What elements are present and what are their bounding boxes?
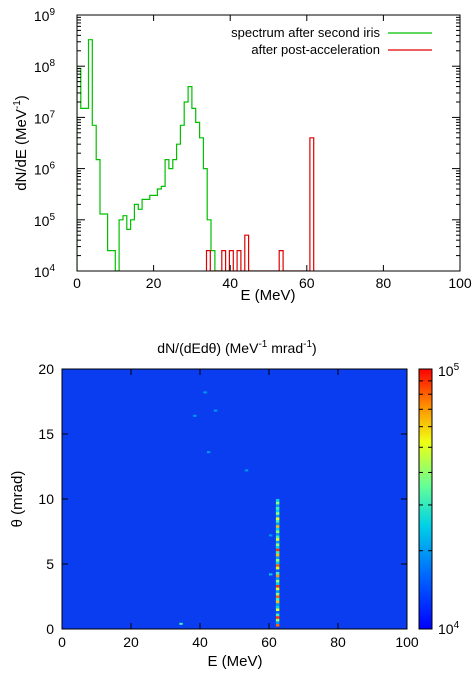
heatmap-column-cell [275, 548, 280, 552]
heatmap-x-tick-label: 40 [192, 634, 208, 650]
y-tick-label: 104 [34, 263, 56, 280]
heatmap-column-cell [275, 584, 280, 588]
spectrum-y-axis-label: dN/dE (MeV-1) [12, 95, 30, 191]
heatmap-column-cell [275, 506, 280, 510]
heatmap-column-cell [275, 616, 280, 619]
heatmap-column-cell [275, 530, 280, 533]
heatmap-column-cell [275, 579, 280, 583]
heatmap-x-axis-label: E (MeV) [207, 653, 262, 670]
x-tick-label: 100 [448, 275, 472, 291]
x-tick-label: 60 [299, 275, 315, 291]
heatmap-column-cell [275, 610, 280, 614]
heatmap-column-cell [275, 597, 280, 601]
heatmap-y-tick-label: 5 [46, 556, 54, 572]
heatmap-y-tick-label: 0 [46, 621, 54, 637]
heatmap-column-cell [275, 564, 280, 567]
heatmap-column-cell [275, 501, 280, 505]
heatmap-cell [193, 414, 197, 417]
colorbar-min-label: 104 [438, 620, 460, 637]
x-tick-label: 80 [376, 275, 392, 291]
heatmap-column-cell [275, 623, 280, 627]
heatmap-column-cell [275, 519, 280, 523]
heatmap-column-cell [275, 613, 280, 617]
heatmap-column-cell [275, 608, 280, 611]
heatmap-column-cell [275, 517, 280, 520]
heatmap-column-cell [275, 522, 280, 526]
heatmap-column-cell [275, 561, 280, 565]
heatmap-column-cell [275, 618, 280, 622]
heatmap-column-cell [275, 551, 280, 554]
heatmap-y-tick-label: 20 [38, 361, 54, 377]
heatmap-x-tick-label: 100 [395, 634, 419, 650]
heatmap-column-cell [275, 592, 280, 596]
heatmap-background [62, 369, 407, 629]
y-tick-label: 106 [34, 161, 56, 178]
heatmap-chart: dN/(dEdθ) (MeV-1 mrad-1) 0 20 40 60 80 100 0 5… [9, 339, 460, 670]
heatmap-column-cell [275, 600, 280, 604]
heatmap-column-cell [275, 574, 280, 578]
heatmap-column-cell [275, 587, 280, 591]
heatmap-y-tick-label: 15 [38, 426, 54, 442]
legend-entry-green: spectrum after second iris [231, 25, 380, 40]
heatmap-column-cell [275, 509, 280, 513]
heatmap-title: dN/(dEdθ) (MeV-1 mrad-1) [157, 339, 316, 356]
heatmap-y-axis-label: θ (mrad) [9, 471, 26, 528]
legend-entry-red: after post-acceleration [251, 42, 380, 57]
heatmap-column-cell [275, 535, 280, 539]
heatmap-column-cell [275, 499, 280, 502]
series-line-red [205, 137, 315, 271]
x-tick-label: 0 [73, 275, 81, 291]
heatmap-column-cell [275, 566, 280, 570]
heatmap-x-tick-label: 20 [123, 634, 139, 650]
heatmap-y-tick-label: 10 [38, 491, 54, 507]
heatmap-column-cell [275, 527, 280, 531]
heatmap-column-cell [275, 540, 280, 544]
y-tick-label: 107 [34, 109, 56, 126]
series-line-green [77, 39, 231, 271]
x-tick-label: 40 [222, 275, 238, 291]
heatmap-column-cell [275, 532, 280, 536]
heatmap-column-cell [275, 545, 280, 549]
heatmap-column-cell [275, 558, 280, 562]
heatmap-column-cell [275, 556, 280, 559]
heatmap-cell [179, 622, 183, 625]
colorbar-max-label: 105 [438, 362, 460, 379]
heatmap-cell [213, 409, 218, 412]
heatmap-column-cell [275, 590, 280, 593]
heatmap-column-cell [275, 514, 280, 518]
heatmap-column-cell [275, 569, 280, 572]
heatmap-cell [269, 573, 273, 576]
heatmap-column-cell [275, 605, 280, 609]
x-tick-label: 20 [146, 275, 162, 291]
y-tick-label: 109 [34, 7, 56, 24]
heatmap-cell [269, 534, 273, 537]
heatmap-x-tick-label: 60 [261, 634, 277, 650]
y-tick-label: 108 [34, 58, 56, 75]
heatmap-column-cell [275, 571, 280, 575]
heatmap-cell [244, 469, 249, 472]
heatmap-column-cell [275, 553, 280, 557]
heatmap-column-cell [275, 504, 280, 507]
heatmap-x-tick-label: 0 [58, 634, 66, 650]
spectrum-x-axis-label: E (MeV) [240, 287, 295, 304]
heatmap-x-tick-label: 80 [330, 634, 346, 650]
heatmap-column-cell [275, 538, 280, 541]
y-tick-label: 105 [34, 212, 56, 229]
heatmap-column-cell [275, 582, 280, 585]
heatmap-column-cell [275, 577, 280, 580]
heatmap-column-cell [275, 603, 280, 606]
heatmap-column-cell [275, 525, 280, 528]
legend: spectrum after second iris after post-ac… [231, 25, 432, 57]
heatmap-cell [203, 391, 207, 394]
heatmap-column-cell [275, 543, 280, 546]
heatmap-column-cell [275, 595, 280, 598]
heatmap-column-cell [275, 512, 280, 515]
spectrum-plot-frame [76, 14, 461, 272]
heatmap-column-cell [275, 621, 280, 624]
heatmap-cell [206, 451, 211, 454]
colorbar [418, 368, 433, 630]
